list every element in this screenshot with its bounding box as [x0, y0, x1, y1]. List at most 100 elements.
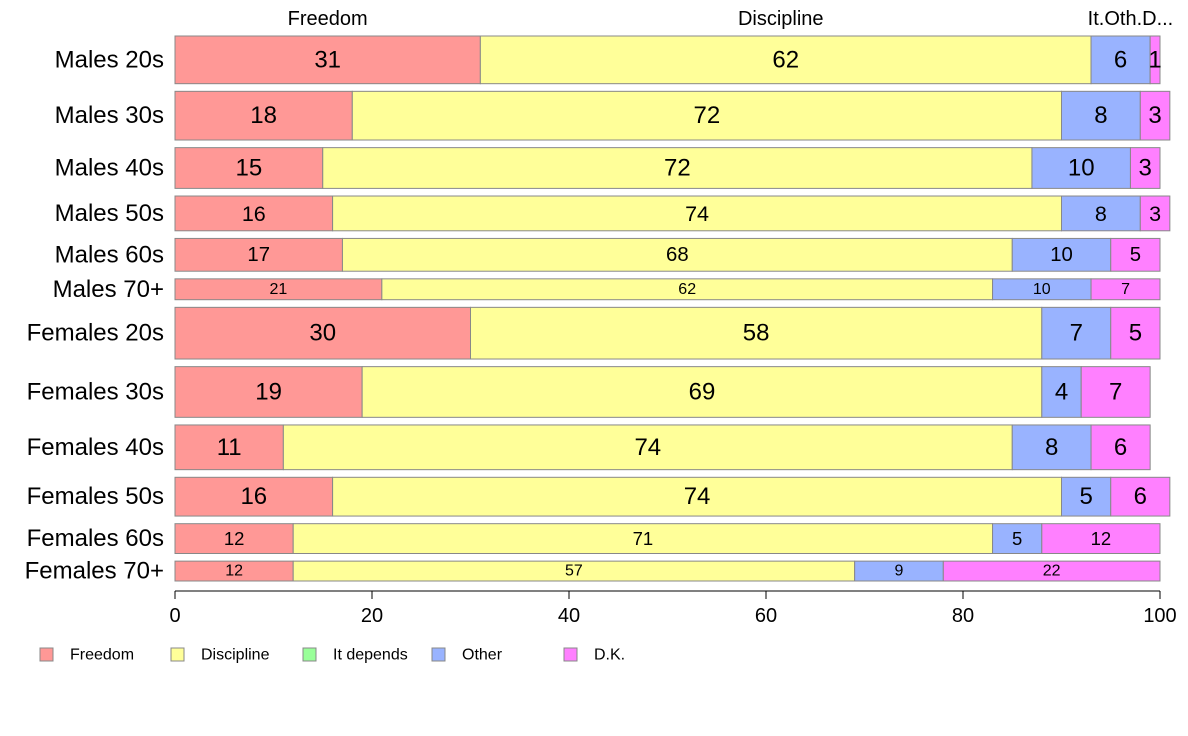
- bar-10-0: [174, 523, 294, 554]
- bar-9-0: [174, 476, 334, 517]
- data-label-2-1: 72: [664, 155, 691, 182]
- bar-0-3: [1090, 35, 1151, 85]
- data-label-7-3: 4: [1055, 378, 1068, 405]
- category-label-7: Females 30s: [27, 378, 164, 405]
- data-label-11-4: 22: [1043, 563, 1061, 580]
- legend-swatch-2: [302, 647, 317, 662]
- data-label-3-4: 3: [1149, 201, 1161, 226]
- bar-2-4: [1129, 147, 1161, 189]
- category-label-3: Males 50s: [55, 200, 164, 227]
- legend-label-1: Discipline: [201, 647, 270, 664]
- bar-0-4: [1149, 35, 1161, 85]
- category-label-8: Females 40s: [27, 434, 164, 461]
- data-label-5-1: 62: [678, 281, 696, 298]
- data-label-5-0: 21: [270, 281, 288, 298]
- data-label-11-1: 57: [565, 563, 583, 580]
- data-label-4-4: 5: [1130, 244, 1141, 266]
- bar-10-1: [292, 523, 994, 554]
- data-label-11-0: 12: [225, 563, 243, 580]
- bar-6-4: [1110, 306, 1161, 360]
- data-label-4-1: 68: [666, 244, 689, 266]
- legend-label-4: D.K.: [594, 647, 625, 664]
- category-label-11: Females 70+: [25, 558, 164, 585]
- data-label-2-3: 10: [1068, 155, 1095, 182]
- data-label-1-4: 3: [1148, 102, 1161, 129]
- bar-9-3: [1061, 476, 1112, 517]
- category-label-9: Females 50s: [27, 483, 164, 510]
- legend-swatch-1: [170, 647, 185, 662]
- bar-1-4: [1139, 90, 1171, 141]
- top-label-0: Freedom: [288, 8, 368, 30]
- data-label-7-1: 69: [689, 378, 716, 405]
- data-label-3-0: 16: [242, 201, 266, 226]
- data-label-7-0: 19: [255, 378, 282, 405]
- bar-7-4: [1080, 366, 1151, 418]
- data-label-8-4: 6: [1114, 434, 1127, 461]
- legend-label-0: Freedom: [70, 647, 134, 664]
- bar-4-4: [1110, 237, 1161, 272]
- data-label-0-3: 6: [1114, 46, 1127, 73]
- category-label-0: Males 20s: [55, 46, 164, 73]
- bar-7-0: [174, 366, 363, 418]
- data-label-4-3: 10: [1050, 244, 1073, 266]
- data-label-8-3: 8: [1045, 434, 1058, 461]
- legend-swatch-3: [431, 647, 446, 662]
- data-label-9-4: 6: [1134, 483, 1147, 510]
- data-label-6-4: 5: [1129, 320, 1142, 347]
- bar-7-3: [1041, 366, 1082, 418]
- bar-2-1: [322, 147, 1033, 189]
- data-label-2-0: 15: [236, 155, 263, 182]
- bar-7-1: [361, 366, 1043, 418]
- bar-1-3: [1061, 90, 1141, 141]
- bar-11-4: [942, 560, 1161, 582]
- data-label-10-4: 12: [1091, 528, 1112, 549]
- bar-10-4: [1041, 523, 1161, 554]
- bar-3-1: [332, 195, 1063, 232]
- category-label-6: Females 20s: [27, 320, 164, 347]
- data-label-5-4: 7: [1121, 281, 1130, 298]
- data-label-8-1: 74: [634, 434, 661, 461]
- category-label-1: Males 30s: [55, 102, 164, 129]
- bar-0-1: [479, 35, 1092, 85]
- data-label-10-3: 5: [1012, 528, 1022, 549]
- data-label-7-4: 7: [1109, 378, 1122, 405]
- data-label-5-3: 10: [1033, 281, 1051, 298]
- bar-2-3: [1031, 147, 1131, 189]
- bar-8-4: [1090, 424, 1151, 471]
- bar-6-3: [1041, 306, 1112, 360]
- bar-9-4: [1110, 476, 1171, 517]
- data-label-6-3: 7: [1070, 320, 1083, 347]
- bar-4-3: [1011, 237, 1112, 272]
- bar-3-3: [1061, 195, 1141, 232]
- x-tick-label-5: 100: [1143, 605, 1176, 627]
- data-label-1-1: 72: [694, 102, 721, 129]
- x-tick-label-3: 60: [755, 605, 777, 627]
- data-label-11-3: 9: [895, 563, 904, 580]
- category-label-4: Males 60s: [55, 241, 164, 268]
- bar-5-4: [1090, 278, 1161, 301]
- bar-8-3: [1011, 424, 1092, 471]
- x-tick-label-4: 80: [952, 605, 974, 627]
- top-label-1: Discipline: [738, 8, 824, 30]
- category-label-10: Females 60s: [27, 525, 164, 552]
- data-label-4-0: 17: [247, 244, 270, 266]
- data-label-1-0: 18: [250, 102, 277, 129]
- x-tick-label-1: 20: [361, 605, 383, 627]
- legend-label-3: Other: [462, 647, 503, 664]
- data-label-6-0: 30: [309, 320, 336, 347]
- category-label-2: Males 40s: [55, 155, 164, 182]
- data-label-10-0: 12: [224, 528, 245, 549]
- bar-3-0: [174, 195, 334, 232]
- bar-9-1: [332, 476, 1063, 517]
- legend-label-2: It depends: [333, 647, 408, 664]
- category-label-5: Males 70+: [53, 276, 164, 303]
- legend-swatch-4: [563, 647, 578, 662]
- bar-1-1: [351, 90, 1062, 141]
- bar-3-4: [1139, 195, 1171, 232]
- bar-8-0: [174, 424, 284, 471]
- x-tick-label-2: 40: [558, 605, 580, 627]
- data-label-2-4: 3: [1139, 155, 1152, 182]
- data-label-3-3: 8: [1095, 201, 1107, 226]
- data-label-0-1: 62: [772, 46, 799, 73]
